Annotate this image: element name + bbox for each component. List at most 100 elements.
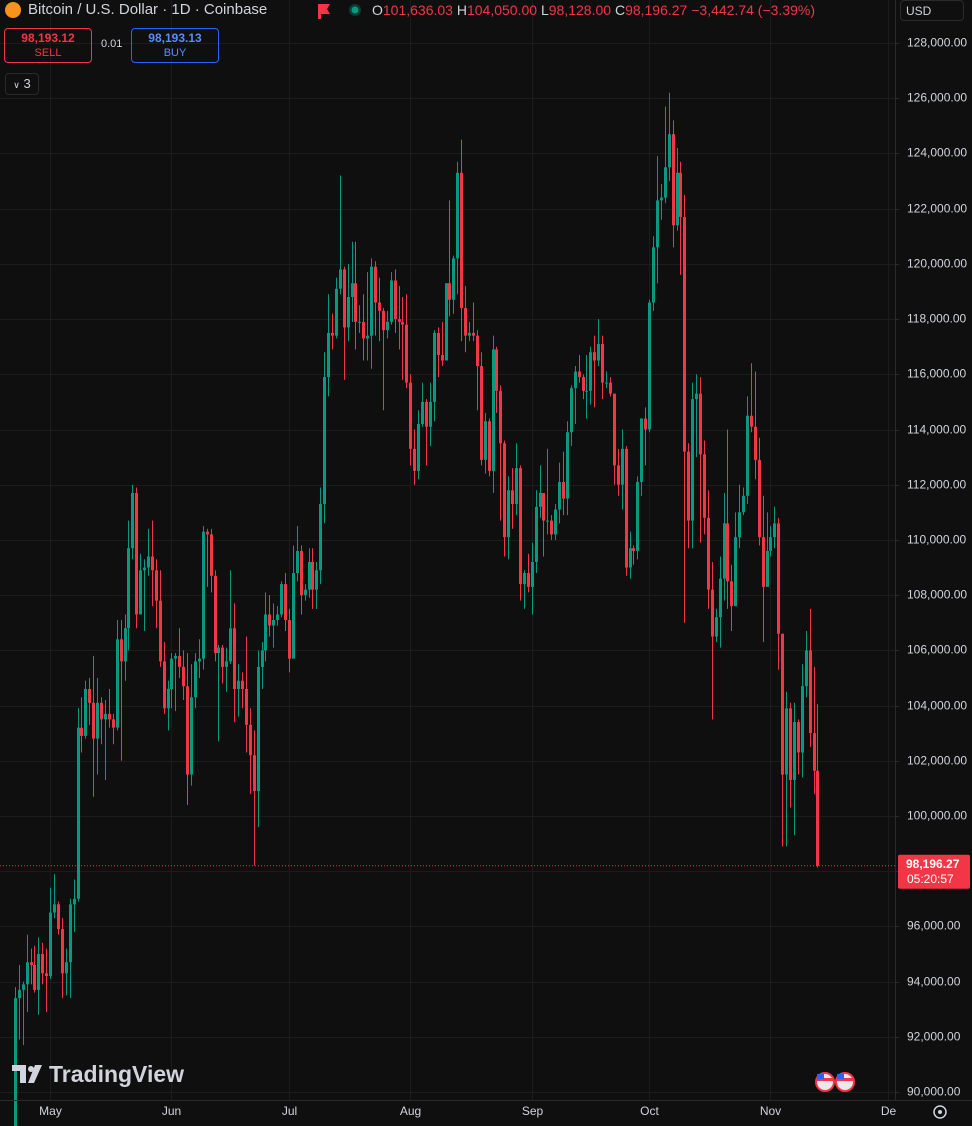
candle-body [174, 655, 177, 659]
y-tick-label: 96,000.00 [907, 919, 961, 933]
event-flags[interactable] [815, 1072, 855, 1092]
candle-body [131, 492, 134, 549]
countdown-label: 05:20:57 [907, 872, 954, 886]
ohlc-value: 101,636.03 [382, 2, 453, 18]
candle-body [417, 423, 420, 471]
candle-body [343, 269, 346, 328]
candle-body [139, 570, 142, 615]
candle-body [308, 562, 311, 590]
candle-body [531, 562, 534, 587]
candle-body [264, 614, 267, 651]
candle-body [18, 989, 21, 999]
candle-body [679, 172, 682, 217]
candle-body [116, 639, 119, 728]
candle-body [14, 998, 17, 1126]
y-tick-label: 126,000.00 [907, 91, 967, 105]
ohlc-key: H [456, 2, 467, 18]
candle-body [797, 722, 800, 753]
candle-body [351, 283, 354, 298]
candle-body [398, 319, 401, 322]
candle-body [296, 550, 299, 574]
candle-body [742, 495, 745, 513]
symbol-title[interactable]: Bitcoin / U.S. Dollar · 1D · Coinbase [28, 1, 268, 18]
x-tick-label: De [881, 1104, 897, 1118]
candle-body [190, 697, 193, 775]
candle-body [245, 688, 248, 725]
candle-body [280, 584, 283, 615]
candle-body [554, 509, 557, 535]
candle-body [703, 454, 706, 518]
flag-icon[interactable] [318, 4, 330, 19]
candle-body [723, 523, 726, 579]
candle-body [648, 302, 651, 430]
candle-body [562, 481, 565, 499]
buy-label: BUY [163, 47, 187, 59]
candle-body [738, 512, 741, 538]
candle-body [437, 332, 440, 355]
sell-label: SELL [34, 47, 62, 59]
candle-body [566, 432, 569, 499]
candle-body [319, 504, 322, 571]
candle-body [660, 197, 663, 201]
candle-body [773, 523, 776, 538]
sell-button[interactable]: 98,193.12 SELL [4, 28, 92, 63]
candle-body [241, 680, 244, 689]
candle-body [503, 443, 506, 538]
candle-body [268, 614, 271, 626]
candle-body [80, 727, 83, 736]
ohlc-value: 104,050.00 [466, 2, 538, 18]
currency-selector[interactable]: USD [900, 0, 964, 21]
candle-body [421, 401, 424, 424]
candle-body [785, 708, 788, 775]
candle-body [354, 283, 357, 322]
sell-price: 98,193.12 [21, 31, 75, 45]
candle-body [801, 686, 804, 753]
candle-body [644, 418, 647, 430]
y-tick-label: 120,000.00 [907, 257, 967, 271]
candle-body [394, 280, 397, 320]
y-tick-label: 106,000.00 [907, 643, 967, 657]
candle-body [413, 448, 416, 471]
ohlc-key: C [614, 2, 626, 18]
candle-body [390, 280, 393, 322]
candle-body [719, 578, 722, 618]
indicators-toggle[interactable]: ∨ 3 [5, 73, 39, 95]
x-tick-label: Aug [400, 1104, 421, 1118]
candle-body [378, 302, 381, 311]
candle-body [315, 570, 318, 590]
candle-body [339, 269, 342, 289]
candle-body [61, 929, 64, 974]
candle-body [69, 904, 72, 963]
candle-body [769, 537, 772, 551]
candle-body [527, 573, 530, 587]
settings-button[interactable] [933, 1105, 947, 1119]
candle-body [539, 492, 542, 507]
y-tick-label: 128,000.00 [907, 36, 967, 50]
candle-body [589, 352, 592, 391]
buy-button[interactable]: 98,193.13 BUY [131, 28, 219, 63]
candle-body [159, 600, 162, 662]
x-tick-label: Jun [162, 1104, 181, 1118]
candle-body [519, 468, 522, 585]
candle-body [49, 912, 52, 977]
tradingview-logo [12, 1065, 42, 1083]
candle-body [233, 628, 236, 689]
candle-body [766, 550, 769, 587]
candle-body [585, 390, 588, 392]
candle-body [170, 658, 173, 689]
y-tick-label: 124,000.00 [907, 146, 967, 160]
candle-body [515, 468, 518, 505]
candle-body [621, 448, 624, 485]
candle-body [687, 451, 690, 521]
candle-body [409, 382, 412, 449]
candle-body [781, 633, 784, 775]
buy-price: 98,193.13 [148, 31, 202, 45]
candle-body [73, 898, 76, 905]
candle-body [323, 377, 326, 505]
candle-body [726, 523, 729, 582]
candle-body [656, 200, 659, 248]
candle-body [92, 702, 95, 739]
candle-body [523, 573, 526, 585]
candle-body [805, 650, 808, 687]
